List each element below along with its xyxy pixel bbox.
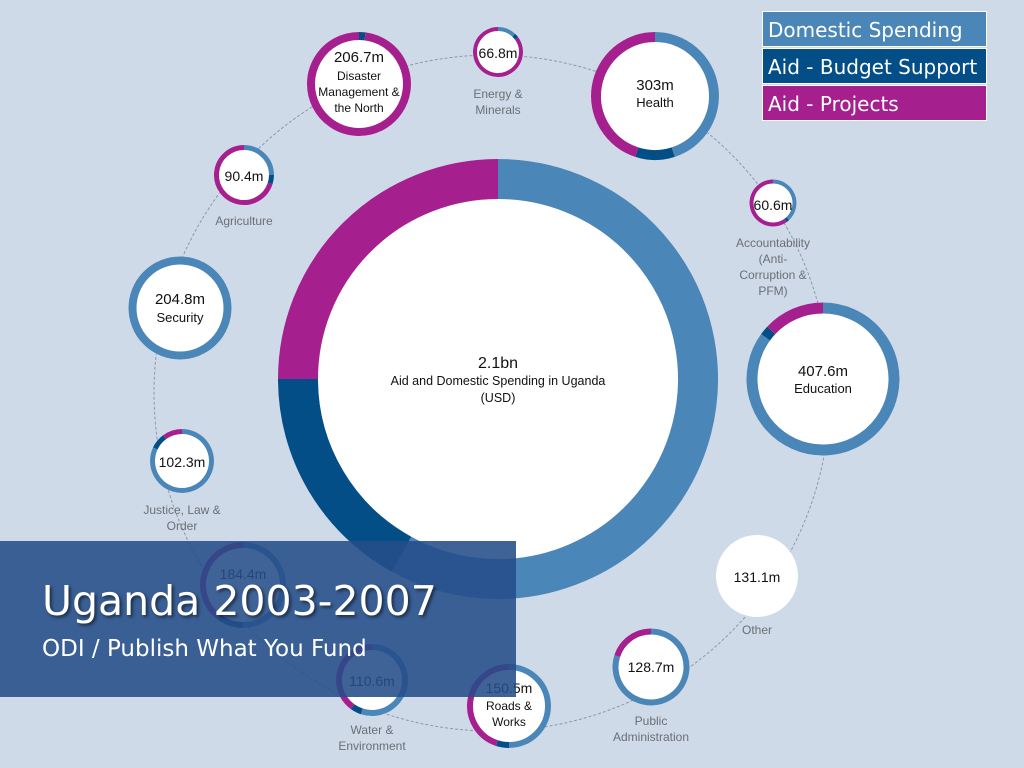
sector-education-value-label: 407.6m xyxy=(798,363,848,380)
total-ring-projects xyxy=(278,159,499,380)
sector-accountability-anti-corruption-pfm-bubble xyxy=(749,179,797,227)
sector-energy-minerals-bubble xyxy=(473,27,523,77)
sector-water-environment-name-label: Water & xyxy=(351,723,394,737)
sector-health-ring-domestic xyxy=(654,32,719,157)
sector-justice-law-order-ring-domestic xyxy=(150,429,214,493)
sector-disaster-management-the-north-ring-projects xyxy=(307,32,411,136)
sector-public-administration-name-label: Public xyxy=(635,714,668,728)
sector-accountability-anti-corruption-pfm-name-label: (Anti- xyxy=(759,252,788,266)
sector-justice-law-order-bubble xyxy=(150,429,214,493)
sector-security-value-label: 204.8m xyxy=(155,291,205,308)
sector-other-name-label: Other xyxy=(742,623,772,637)
slide-title: Uganda 2003-2007 xyxy=(42,577,437,625)
sector-agriculture-bubble xyxy=(214,145,274,205)
sector-energy-minerals-name-label: Energy & xyxy=(473,87,522,101)
sector-justice-law-order-name-label: Justice, Law & xyxy=(143,503,220,517)
sector-disaster-management-the-north-name-label: Disaster xyxy=(337,69,381,83)
sector-roads-works-name-label: Roads & xyxy=(486,699,532,713)
sector-justice-law-order-ring-projects xyxy=(163,429,183,440)
sector-energy-minerals-ring-projects xyxy=(473,27,523,77)
sector-accountability-anti-corruption-pfm-name-label: PFM) xyxy=(758,284,787,298)
legend-item-projects: Aid - Projects xyxy=(762,85,987,121)
sector-agriculture-name-label: Agriculture xyxy=(215,214,273,228)
total-value-label: 2.1bn xyxy=(478,355,518,372)
sector-energy-minerals-ring-budget-support xyxy=(512,33,519,40)
sector-accountability-anti-corruption-pfm-name-label: Accountability xyxy=(736,236,810,250)
sector-education-ring-domestic xyxy=(746,302,900,456)
sector-energy-minerals-ring-domestic xyxy=(497,27,516,37)
sector-agriculture-value-label: 90.4m xyxy=(225,168,264,184)
sector-health-ring-budget-support xyxy=(635,147,675,160)
total-description-label: (USD) xyxy=(481,391,516,405)
sector-other-bubble xyxy=(716,535,798,617)
total-bubble xyxy=(313,194,683,564)
sector-justice-law-order-name-label: Order xyxy=(167,519,198,533)
sector-energy-minerals-value-label: 66.8m xyxy=(479,45,518,61)
sector-roads-works-name-label: Works xyxy=(492,715,526,729)
sector-public-administration-ring-domestic xyxy=(612,628,690,706)
legend-item-domestic: Domestic Spending xyxy=(762,11,987,47)
sector-health-name-label: Health xyxy=(636,95,674,110)
legend-item-budget-support: Aid - Budget Support xyxy=(762,48,987,84)
sector-justice-law-order-ring-budget-support xyxy=(153,435,167,450)
sector-accountability-anti-corruption-pfm-value-label: 60.6m xyxy=(754,197,793,213)
total-description-label: Aid and Domestic Spending in Uganda xyxy=(391,374,606,388)
sector-disaster-management-the-north-bubble xyxy=(307,32,411,136)
sector-other-value-label: 131.1m xyxy=(734,569,781,585)
sector-public-administration-ring-projects xyxy=(614,628,652,658)
legend: Domestic Spending Aid - Budget Support A… xyxy=(762,11,987,122)
total-ring-budget-support xyxy=(278,378,412,572)
sector-education-ring-projects xyxy=(767,302,824,335)
sector-health-bubble xyxy=(591,32,719,160)
sector-public-administration-name-label: Administration xyxy=(613,730,689,744)
sector-justice-law-order-value-label: 102.3m xyxy=(159,454,206,470)
sector-agriculture-ring-domestic xyxy=(243,145,274,176)
sector-disaster-management-the-north-name-label: Management & xyxy=(318,85,399,99)
sector-health-ring-projects xyxy=(591,32,656,157)
sector-education-ring-budget-support xyxy=(761,326,776,341)
sector-disaster-management-the-north-name-label: the North xyxy=(334,101,383,115)
sector-energy-minerals-name-label: Minerals xyxy=(475,103,520,117)
sector-education-bubble xyxy=(746,302,900,456)
sector-water-environment-ring-budget-support xyxy=(350,704,363,715)
sector-roads-works-ring-domestic xyxy=(508,664,551,748)
slide-subtitle: ODI / Publish What You Fund xyxy=(42,636,367,662)
sector-security-bubble xyxy=(128,256,232,360)
sector-accountability-anti-corruption-pfm-name-label: Corruption & xyxy=(739,268,806,282)
sector-health-value-label: 303m xyxy=(636,77,674,94)
sector-water-environment-name-label: Environment xyxy=(338,739,406,753)
sector-accountability-anti-corruption-pfm-ring-budget-support xyxy=(784,217,790,223)
sector-security-name-label: Security xyxy=(157,310,204,325)
sector-accountability-anti-corruption-pfm-ring-domestic xyxy=(772,179,797,221)
sector-disaster-management-the-north-value-label: 206.7m xyxy=(334,49,384,66)
sector-public-administration-bubble xyxy=(612,628,690,706)
sector-agriculture-ring-budget-support xyxy=(267,174,274,185)
sector-security-ring-domestic xyxy=(128,256,232,360)
sector-public-administration-value-label: 128.7m xyxy=(628,659,675,675)
title-banner: Uganda 2003-2007 ODI / Publish What You … xyxy=(0,541,516,697)
sector-roads-works-ring-budget-support xyxy=(496,740,510,748)
sector-accountability-anti-corruption-pfm-ring-projects xyxy=(749,179,787,227)
sector-agriculture-ring-projects xyxy=(214,145,273,205)
sector-education-name-label: Education xyxy=(794,381,852,396)
